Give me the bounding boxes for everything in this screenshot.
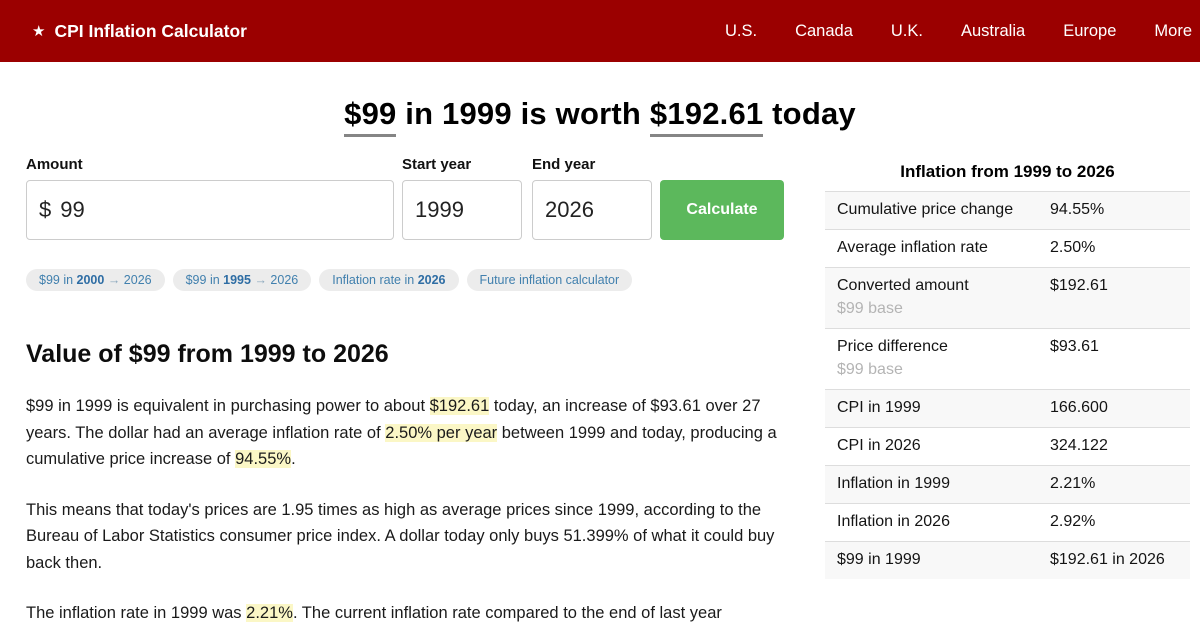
text: today, an increase of $93.61 over 27 yea… [26,397,761,442]
section-heading: Value of $99 from 1999 to 2026 [26,340,389,368]
row-value: 166.600 [1050,399,1108,416]
table-row: Price difference $99 base $93.61 [825,328,1190,389]
chip-text: $99 in [39,273,77,287]
top-nav: ★ CPI Inflation Calculator U.S. Canada U… [0,0,1200,62]
highlight-avg-rate: 2.50% per year [385,423,498,442]
text: $99 in 1999 is equivalent in purchasing … [26,397,430,415]
row-value: $192.61 in 2026 [1050,551,1165,568]
row-value: $93.61 [1050,338,1099,355]
chip-99-in-1995[interactable]: $99 in 1995 → 2026 [172,269,312,291]
currency-prefix: $ [39,197,52,222]
row-value: 2.50% [1050,239,1096,256]
amount-field-group: Amount $ [26,156,394,240]
nav-item-uk[interactable]: U.K. [890,21,923,40]
chip-future-inflation-calculator[interactable]: Future inflation calculator [466,269,633,291]
row-value: $192.61 [1050,277,1108,294]
row-value: 94.55% [1050,201,1105,218]
chip-99-in-2000[interactable]: $99 in 2000 → 2026 [26,269,165,291]
text: . The current inflation rate compared to… [292,604,722,622]
row-label: Average inflation rate [837,239,988,256]
highlight-converted-amount: $192.61 [429,397,490,415]
row-label: CPI in 1999 [837,399,921,416]
row-value: 2.92% [1050,513,1096,530]
nav-item-more[interactable]: More [1154,21,1192,40]
calculator-form: Amount $ Start year End year Calculate [26,156,788,240]
text: The inflation rate in 1999 was [26,604,247,622]
highlight-cumulative: 94.55% [235,450,292,468]
paragraph-2: This means that today's prices are 1.95 … [26,500,775,572]
start-year-label: Start year [402,156,472,173]
table-row: CPI in 2026 324.122 [825,427,1190,465]
chip-bold: 1995 [223,273,251,287]
hero-converted: $192.61 [649,96,764,137]
text: . [291,450,296,468]
chip-text: $99 in [185,273,224,287]
table-row: Inflation in 2026 2.92% [825,503,1190,541]
brand-label: CPI Inflation Calculator [54,20,247,41]
chip-inflation-rate-2026[interactable]: Inflation rate in 2026 [319,269,459,291]
chip-bold: 2000 [76,273,105,287]
nav-item-europe[interactable]: Europe [1063,21,1117,40]
start-year-field-group: Start year [402,156,522,240]
row-sublabel: $99 base [837,300,903,317]
row-label: $99 in 1999 [837,551,921,568]
end-year-field-group: End year [532,156,652,240]
arrow-right-icon: → [107,273,121,287]
end-year-input[interactable] [545,197,639,223]
paragraph-1: $99 in 1999 is equivalent in purchasing … [26,393,788,473]
start-year-input[interactable] [415,197,509,223]
row-label: Inflation in 1999 [837,475,950,492]
amount-label: Amount [26,156,83,173]
nav-links: U.S. Canada U.K. Australia Europe More [725,22,1198,41]
table-row: CPI in 1999 166.600 [825,389,1190,427]
start-year-inputbox [402,180,522,240]
brand-home-link[interactable]: ★ CPI Inflation Calculator [32,21,247,42]
paragraph-3: The inflation rate in 1999 was 2.21%. Th… [26,600,788,627]
star-icon: ★ [32,23,46,40]
row-label: Price difference [837,338,948,355]
hero-amount: $99 [344,96,397,137]
chip-text: 2026 [266,273,299,287]
chip-text: 2026 [120,273,152,287]
left-column: Amount $ Start year End year Calculate [26,156,788,627]
chip-text: Inflation rate in [332,273,418,287]
row-label: Cumulative price change [837,201,1014,218]
quick-links: $99 in 2000 → 2026 $99 in 1995 → 2026 In… [26,269,788,291]
stats-table: Cumulative price change 94.55% Average i… [825,191,1190,579]
highlight-inflation-1999: 2.21% [246,604,293,622]
amount-input[interactable] [60,197,381,223]
nav-item-canada[interactable]: Canada [795,21,853,40]
row-label: CPI in 2026 [837,437,921,454]
end-year-inputbox [532,180,652,240]
page-title: $99 in 1999 is worth $192.61 today [0,96,1200,137]
row-value: 324.122 [1050,437,1108,454]
article: Value of $99 from 1999 to 2026 $99 in 19… [26,340,788,627]
table-row: Inflation in 1999 2.21% [825,465,1190,503]
arrow-right-icon: → [254,273,267,287]
nav-item-us[interactable]: U.S. [724,21,758,40]
table-row: Average inflation rate 2.50% [825,229,1190,267]
table-row: Converted amount $99 base $192.61 [825,267,1190,328]
row-value: 2.21% [1050,475,1096,492]
chip-bold: 2026 [417,273,446,287]
row-label: Inflation in 2026 [837,513,950,530]
table-row: Cumulative price change 94.55% [825,191,1190,229]
stats-title: Inflation from 1999 to 2026 [900,162,1115,181]
calculate-button[interactable]: Calculate [660,180,784,240]
main-content: Amount $ Start year End year Calculate [0,156,1200,627]
chip-text: Future inflation calculator [479,273,620,287]
end-year-label: End year [532,156,596,173]
hero-suffix: today [763,96,856,131]
table-row: $99 in 1999 $192.61 in 2026 [825,541,1190,579]
row-sublabel: $99 base [837,361,903,378]
amount-inputbox: $ [26,180,394,240]
row-label: Converted amount [837,277,969,294]
hero-middle: in 1999 is worth [396,96,650,131]
stats-sidebar: Inflation from 1999 to 2026 Cumulative p… [825,156,1190,627]
text: between 1999 and today, producing a cumu… [26,423,777,469]
nav-item-australia[interactable]: Australia [960,21,1026,40]
